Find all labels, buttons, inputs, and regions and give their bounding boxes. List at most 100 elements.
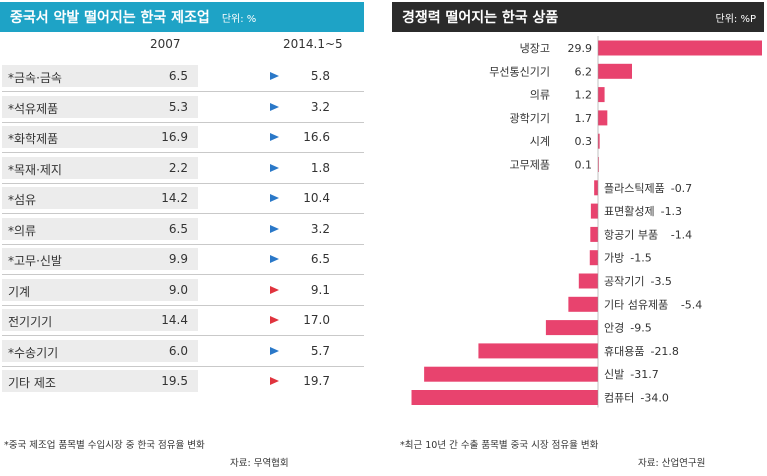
data-label: 6.2: [575, 65, 593, 78]
table-row: *의류 6.5 3.2: [2, 216, 364, 242]
row-band: [2, 95, 198, 118]
value-2014: 19.7: [303, 374, 330, 388]
row-band: [2, 65, 198, 87]
row-band: [2, 126, 198, 148]
table-row: 기계 9.0 9.1: [2, 277, 364, 303]
right-unit: 단위: %P: [715, 13, 756, 25]
value-2007: 14.4: [161, 313, 188, 327]
arrow-right-red-icon: [220, 316, 279, 324]
bar: [424, 366, 598, 382]
arrow-right-red-icon: [220, 285, 279, 294]
data-label: -21.8: [650, 345, 678, 358]
value-2014: 1.8: [310, 160, 330, 175]
row-label: 기계: [8, 284, 31, 299]
value-2014: 17.0: [303, 313, 330, 327]
row-divider: [2, 182, 364, 184]
right-header: 경쟁력 떨어지는 한국 상품 단위: %P: [392, 2, 764, 32]
left-unit: 단위: %: [221, 13, 257, 25]
bar: [598, 157, 599, 172]
left-title: 중국서 악발 떨어지는 한국 제조업: [10, 10, 210, 26]
row-label: 기타 제조: [8, 376, 56, 390]
left-panel: 중국서 악발 떨어지는 한국 제조업 단위: % 2007 2014.1~5 *…: [0, 0, 378, 476]
table-row: 기타 제조 19.5 19.7: [2, 368, 364, 394]
category-label: 기타 섬유제품: [604, 298, 668, 311]
bar: [590, 226, 598, 242]
row-divider: [2, 152, 364, 153]
value-2007: 9.0: [168, 282, 188, 297]
value-2014: 16.6: [303, 130, 330, 144]
value-2007: 6.5: [168, 69, 188, 83]
row-label: *수송기기: [8, 345, 59, 360]
bar: [411, 390, 598, 405]
right-source: 자료: 산업연구원: [638, 458, 706, 469]
row-divider: [2, 121, 364, 123]
value-2014: 5.7: [310, 343, 330, 358]
arrow-right-blue-icon: [220, 194, 279, 202]
bar: [545, 320, 598, 336]
bar: [598, 87, 605, 103]
bar: [568, 296, 598, 312]
category-label: 무선통신기기: [489, 65, 550, 78]
left-source: 자료: 무역협회: [230, 458, 289, 469]
value-2007: 2.2: [168, 160, 188, 175]
category-label: 항공기 부품: [604, 228, 658, 241]
row-band: [2, 187, 198, 209]
data-label: 1.7: [575, 112, 593, 125]
column-header-2007: 2007: [150, 37, 181, 51]
data-label: -34.0: [640, 392, 668, 405]
category-label: 시계: [530, 135, 550, 148]
row-divider: [2, 335, 364, 336]
row-band: [2, 309, 198, 331]
data-label: -1.4: [671, 228, 692, 241]
value-2014: 3.2: [310, 221, 330, 236]
row-band: [2, 339, 198, 362]
value-2007: 6.0: [168, 343, 188, 358]
value-2014: 3.2: [310, 99, 330, 114]
value-2007: 9.9: [168, 252, 188, 266]
bar: [598, 40, 762, 56]
row-band: [2, 370, 198, 392]
row-divider: [2, 365, 364, 367]
value-2007: 5.3: [168, 99, 188, 114]
data-label: 29.9: [568, 42, 593, 55]
bar: [598, 133, 600, 149]
arrow-right-blue-icon: [220, 102, 279, 111]
table-row: *화학제품 16.9 16.6: [2, 124, 364, 150]
row-band: [2, 248, 198, 270]
right-footnote: *최근 10년 간 수출 품목별 중국 시장 점유율 변화: [400, 440, 599, 451]
bar: [578, 273, 598, 289]
bar-chart: 냉장고 29.9 무선통신기기 6.2 의류 1.2 광학기기 1.7 시계 0.3 고무제품 0.1…: [411, 36, 762, 408]
bar: [594, 180, 598, 196]
row-label: 전기기기: [8, 315, 53, 329]
row-label: *석유제품: [8, 101, 59, 116]
data-label: -31.7: [630, 368, 658, 381]
value-2014: 10.4: [303, 191, 330, 205]
row-label: *고무·신발: [8, 254, 62, 268]
category-label: 신발: [604, 368, 624, 381]
value-2007: 16.9: [161, 130, 188, 144]
row-label: *의류: [8, 223, 37, 238]
category-label: 냉장고: [520, 42, 550, 55]
row-label: *목재·제지: [8, 162, 62, 177]
table-row: *고무·신발 9.9 6.5: [2, 246, 364, 272]
category-label: 휴대용품: [604, 345, 644, 358]
bar: [598, 110, 608, 126]
row-divider: [2, 213, 364, 214]
arrow-right-blue-icon: [220, 224, 279, 233]
value-2007: 6.5: [168, 221, 188, 236]
row-divider: [2, 243, 364, 245]
category-label: 표면활성제: [604, 204, 655, 218]
value-2007: 19.5: [161, 374, 188, 388]
category-label: 컴퓨터: [604, 392, 634, 405]
bar: [589, 250, 598, 266]
arrow-right-blue-icon: [220, 163, 279, 172]
data-label: -3.5: [650, 275, 671, 288]
data-label: -5.4: [681, 298, 702, 311]
value-2014: 6.5: [310, 252, 330, 266]
arrow-right-blue-icon: [220, 72, 279, 80]
data-label: 0.1: [575, 159, 593, 172]
column-header-2014: 2014.1~5: [283, 37, 343, 51]
arrow-right-blue-icon: [220, 255, 279, 263]
row-label: *화학제품: [8, 132, 59, 146]
row-divider: [2, 91, 364, 92]
